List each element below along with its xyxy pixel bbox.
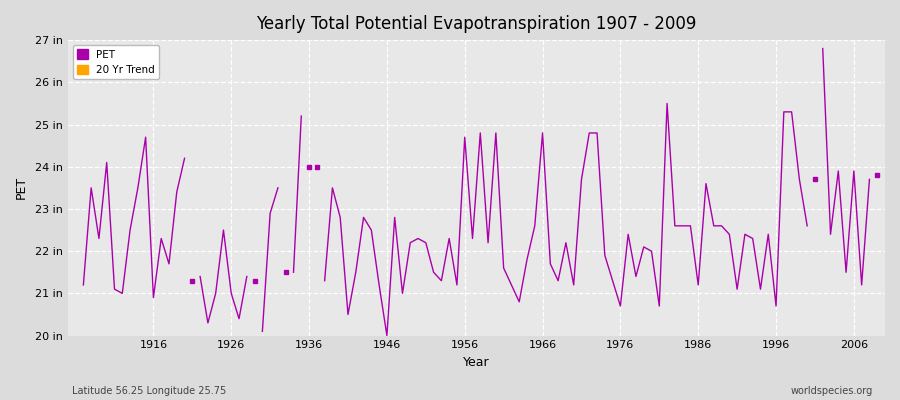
Title: Yearly Total Potential Evapotranspiration 1907 - 2009: Yearly Total Potential Evapotranspiratio… <box>256 15 697 33</box>
Y-axis label: PET: PET <box>15 176 28 200</box>
Text: worldspecies.org: worldspecies.org <box>791 386 873 396</box>
Text: Latitude 56.25 Longitude 25.75: Latitude 56.25 Longitude 25.75 <box>72 386 226 396</box>
X-axis label: Year: Year <box>464 356 490 369</box>
Legend: PET, 20 Yr Trend: PET, 20 Yr Trend <box>73 45 158 79</box>
